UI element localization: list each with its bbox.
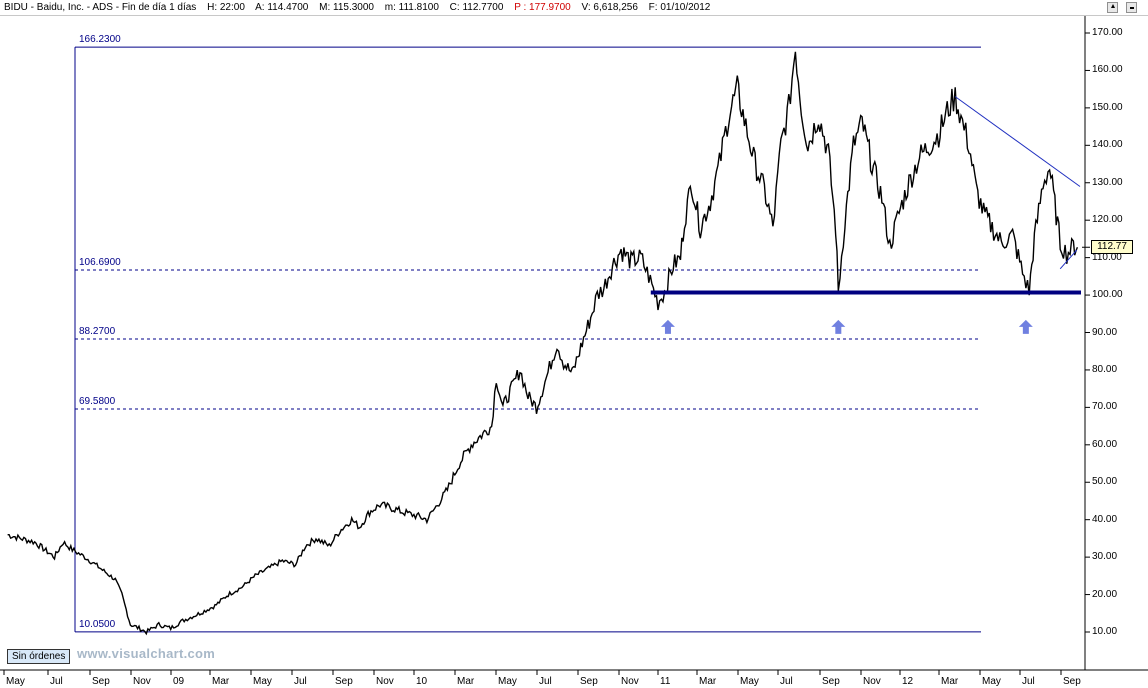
x-tick-label: Mar — [699, 676, 717, 687]
x-tick-label: Jul — [50, 676, 63, 687]
x-tick-label: Mar — [212, 676, 230, 687]
p-label: P : 177.9700 — [514, 2, 571, 13]
x-tick-label: Nov — [863, 676, 881, 687]
y-tick-label: 80.00 — [1092, 363, 1118, 375]
open-label: A: 114.4700 — [255, 2, 309, 13]
x-tick-label: Jul — [539, 676, 552, 687]
x-tick-label: Sep — [92, 676, 110, 687]
fib-level-label: 69.5800 — [79, 395, 116, 407]
x-tick-label: May — [6, 676, 25, 687]
date-label: F: 01/10/2012 — [648, 2, 711, 13]
x-tick-label: Nov — [376, 676, 394, 687]
x-tick-label: Sep — [1063, 676, 1081, 687]
y-tick-label: 160.00 — [1092, 64, 1123, 76]
scroll-up-icon[interactable] — [1107, 2, 1118, 13]
x-tick-label: May — [740, 676, 759, 687]
x-tick-label: Nov — [621, 676, 639, 687]
x-tick-label: May — [253, 676, 272, 687]
x-tick-label: 11 — [660, 676, 671, 687]
fib-level-label: 106.6900 — [79, 257, 121, 269]
y-tick-label: 170.00 — [1092, 27, 1123, 38]
y-tick-label: 90.00 — [1092, 326, 1118, 338]
close-label: C: 112.7700 — [449, 2, 504, 13]
x-tick-label: Sep — [822, 676, 840, 687]
header-bar: BIDU - Baidu, Inc. - ADS - Fin de día 1 … — [0, 0, 1148, 16]
x-tick-label: May — [498, 676, 517, 687]
x-tick-label: Sep — [580, 676, 598, 687]
x-tick-label: May — [982, 676, 1001, 687]
y-tick-label: 70.00 — [1092, 401, 1118, 413]
y-tick-label: 30.00 — [1092, 551, 1118, 563]
x-tick-label: Sep — [335, 676, 353, 687]
x-tick-label: Nov — [133, 676, 151, 687]
orders-button[interactable]: Sin órdenes — [7, 649, 71, 664]
x-tick-label: 10 — [416, 676, 428, 687]
y-tick-label: 110.00 — [1092, 251, 1122, 263]
y-tick-label: 40.00 — [1092, 513, 1118, 525]
watermark-text: www.visualchart.com — [77, 646, 216, 661]
symbol-label: BIDU - Baidu, Inc. - ADS - Fin de día 1 … — [4, 2, 197, 13]
hour-label: H: 22:00 — [207, 2, 245, 13]
y-tick-label: 140.00 — [1092, 139, 1123, 151]
minimize-icon[interactable] — [1126, 2, 1137, 13]
fib-level-label: 10.0500 — [79, 618, 116, 630]
fib-level-label: 166.2300 — [79, 34, 121, 46]
y-tick-label: 150.00 — [1092, 101, 1123, 113]
y-tick-label: 60.00 — [1092, 438, 1118, 450]
x-tick-label: Jul — [780, 676, 793, 687]
lower-trendline — [1059, 249, 1078, 270]
volume-label: V: 6,618,256 — [581, 2, 638, 13]
x-tick-label: Jul — [294, 676, 307, 687]
y-tick-label: 130.00 — [1092, 176, 1123, 188]
x-tick-label: Mar — [457, 676, 475, 687]
x-tick-label: Jul — [1022, 676, 1035, 687]
x-tick-label: 09 — [173, 676, 185, 687]
price-series-line — [7, 51, 1079, 636]
high-label: M: 115.3000 — [319, 2, 374, 13]
up-arrow-icon — [660, 319, 675, 334]
y-tick-label: 50.00 — [1092, 476, 1118, 488]
x-tick-label: 12 — [902, 676, 914, 687]
y-tick-label: 20.00 — [1092, 588, 1118, 600]
resistance-trendline — [954, 96, 1081, 187]
y-tick-label: 100.00 — [1092, 289, 1123, 301]
up-arrow-icon — [1018, 319, 1033, 334]
y-tick-label: 120.00 — [1092, 214, 1123, 226]
low-label: m: 111.8100 — [384, 2, 439, 13]
x-tick-label: Mar — [941, 676, 959, 687]
quote-header: BIDU - Baidu, Inc. - ADS - Fin de día 1 … — [4, 2, 718, 13]
up-arrow-icon — [831, 319, 846, 334]
fib-level-label: 88.2700 — [79, 325, 116, 337]
last-price-tag: 112.77 — [1091, 240, 1133, 254]
y-tick-label: 10.00 — [1092, 626, 1118, 637]
